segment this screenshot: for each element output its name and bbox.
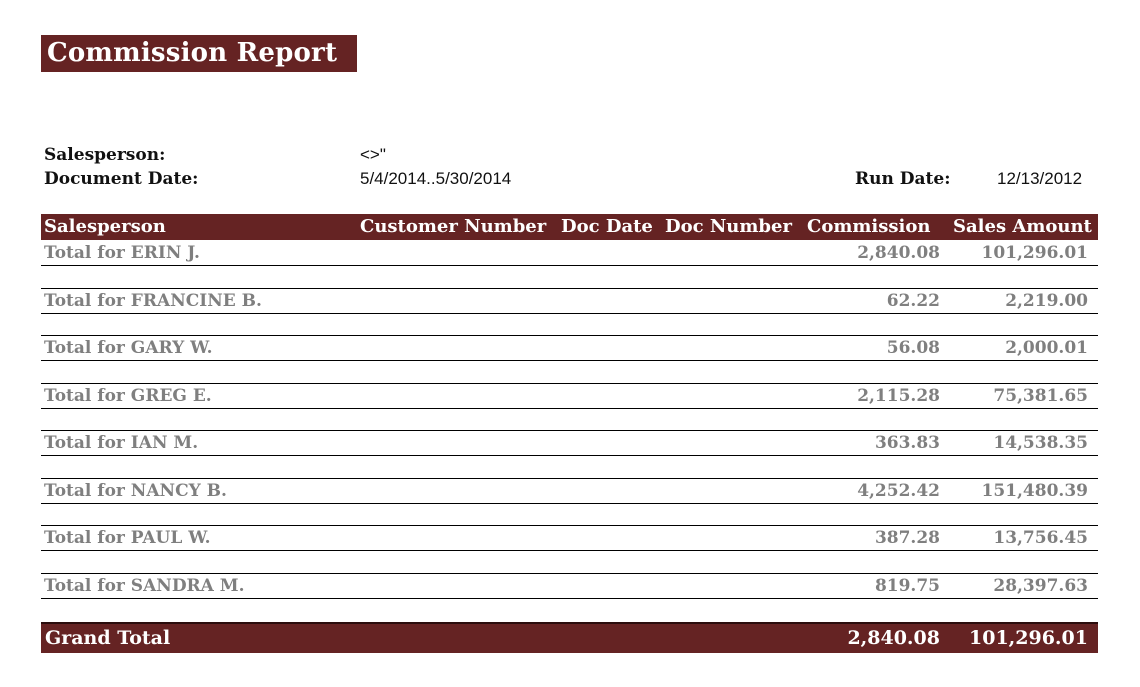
row-salesperson-total-label: Total for FRANCINE B. [44,291,262,311]
row-commission: 363.83 [874,433,940,453]
row-sales-amount: 14,538.35 [993,433,1088,453]
grand-total-commission: 2,840.08 [847,627,940,649]
row-sales-amount: 101,296.01 [981,243,1088,263]
row-commission: 56.08 [886,338,940,358]
row-salesperson-total-label: Total for NANCY B. [44,481,227,501]
column-header-commission: Commission [807,216,931,237]
row-commission: 4,252.42 [857,481,940,501]
row-salesperson-total-label: Total for PAUL W. [44,528,211,548]
row-sales-amount: 75,381.65 [993,386,1088,406]
row-salesperson-total-label: Total for IAN M. [44,433,199,453]
column-header-salesperson: Salesperson [44,216,166,237]
document-date-param-value: 5/4/2014..5/30/2014 [360,169,512,188]
table-header: Salesperson Customer Number Doc Date Doc… [41,214,1098,240]
table-row: Total for SANDRA M. 819.75 28,397.63 [41,574,1098,599]
row-commission: 2,115.28 [857,386,940,406]
table-row: Total for PAUL W. 387.28 13,756.45 [41,526,1098,551]
grand-total-label: Grand Total [45,627,171,649]
row-salesperson-total-label: Total for SANDRA M. [44,576,245,596]
table-row: Total for IAN M. 363.83 14,538.35 [41,431,1098,456]
table-row: Total for ERIN J. 2,840.08 101,296.01 [41,241,1098,266]
salesperson-param-value: <>" [360,145,386,164]
row-separator [41,335,1098,336]
row-sales-amount: 151,480.39 [981,481,1088,501]
row-sales-amount: 2,219.00 [1005,291,1088,311]
report-title-bar: Commission Report [41,35,357,72]
run-date-value: 12/13/2012 [997,169,1083,188]
row-sales-amount: 13,756.45 [993,528,1088,548]
table-row: Total for FRANCINE B. 62.22 2,219.00 [41,289,1098,314]
table-row: Total for GREG E. 2,115.28 75,381.65 [41,384,1098,409]
run-date-label: Run Date: [855,169,951,189]
row-separator [41,573,1098,574]
row-sales-amount: 28,397.63 [993,576,1088,596]
row-sales-amount: 2,000.01 [1005,338,1088,358]
column-header-doc-number: Doc Number [665,216,792,237]
row-separator [41,430,1098,431]
report-title: Commission Report [47,38,338,68]
table-row: Total for GARY W. 56.08 2,000.01 [41,336,1098,361]
column-header-doc-date: Doc Date [561,216,653,237]
column-header-sales-amount: Sales Amount [953,216,1092,237]
row-salesperson-total-label: Total for GARY W. [44,338,213,358]
row-separator [41,478,1098,479]
row-separator [41,288,1098,289]
column-header-customer-number: Customer Number [360,216,547,237]
document-date-param-label: Document Date: [44,169,199,189]
row-commission: 819.75 [874,576,940,596]
table-row: Total for NANCY B. 4,252.42 151,480.39 [41,479,1098,504]
row-separator [41,525,1098,526]
row-commission: 62.22 [886,291,940,311]
row-salesperson-total-label: Total for GREG E. [44,386,212,406]
row-separator [41,383,1098,384]
row-salesperson-total-label: Total for ERIN J. [44,243,200,263]
salesperson-param-label: Salesperson: [44,145,166,165]
row-commission: 2,840.08 [857,243,940,263]
grand-total-sales-amount: 101,296.01 [969,627,1088,649]
row-commission: 387.28 [874,528,940,548]
grand-total-row: Grand Total 2,840.08 101,296.01 [41,622,1098,653]
